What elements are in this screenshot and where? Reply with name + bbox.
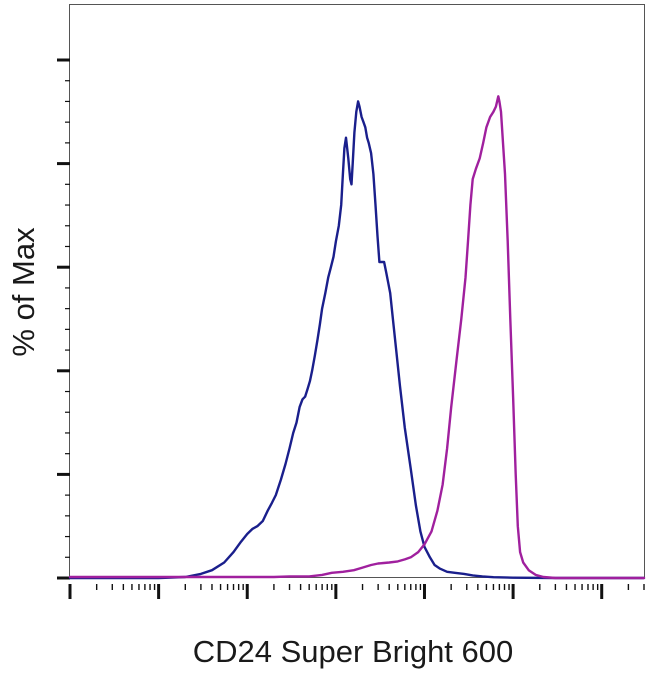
series-layer bbox=[70, 96, 644, 578]
x-axis-ticks bbox=[70, 584, 644, 599]
series-line-1 bbox=[70, 101, 644, 578]
x-axis-label: CD24 Super Bright 600 bbox=[193, 634, 514, 669]
plot-frame bbox=[70, 5, 645, 578]
y-axis-ticks bbox=[57, 60, 70, 578]
y-axis-label: % of Max bbox=[6, 227, 41, 357]
series-line-2 bbox=[70, 96, 644, 578]
